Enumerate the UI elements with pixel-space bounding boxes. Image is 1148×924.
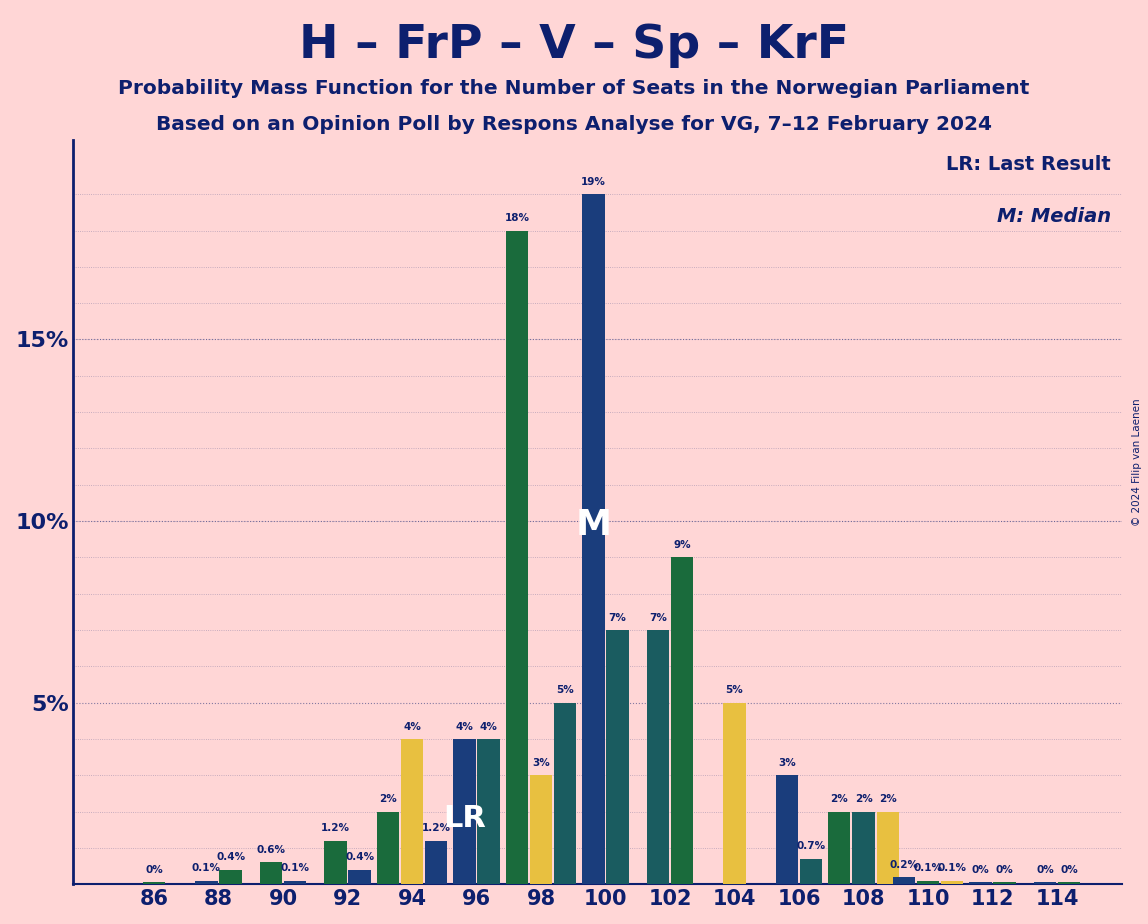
Bar [969, 882, 992, 884]
Bar [670, 557, 693, 884]
Text: 1.2%: 1.2% [421, 823, 451, 833]
Text: 2%: 2% [854, 795, 872, 804]
Text: 0.6%: 0.6% [256, 845, 286, 855]
Bar [505, 230, 528, 884]
Bar [1034, 882, 1056, 884]
Bar [800, 858, 822, 884]
Bar [776, 775, 798, 884]
Text: Probability Mass Function for the Number of Seats in the Norwegian Parliament: Probability Mass Function for the Number… [118, 79, 1030, 98]
Bar [723, 702, 746, 884]
Text: 18%: 18% [504, 213, 529, 224]
Text: LR: LR [443, 804, 486, 833]
Text: 4%: 4% [403, 722, 421, 732]
Text: LR: Last Result: LR: Last Result [946, 154, 1111, 174]
Text: © 2024 Filip van Laenen: © 2024 Filip van Laenen [1132, 398, 1142, 526]
Bar [219, 869, 242, 884]
Bar [941, 881, 963, 884]
Text: 0.2%: 0.2% [890, 859, 918, 869]
Text: 0%: 0% [1035, 865, 1054, 875]
Text: 1.2%: 1.2% [321, 823, 350, 833]
Text: 2%: 2% [879, 795, 897, 804]
Bar [530, 775, 552, 884]
Text: 9%: 9% [673, 540, 691, 550]
Text: 0%: 0% [145, 865, 163, 875]
Text: 0.1%: 0.1% [280, 863, 310, 873]
Text: 0%: 0% [971, 865, 990, 875]
Bar [646, 630, 669, 884]
Bar [453, 739, 475, 884]
Bar [259, 862, 282, 884]
Bar [554, 702, 576, 884]
Text: 0.4%: 0.4% [216, 852, 246, 862]
Text: 7%: 7% [649, 613, 667, 623]
Bar [582, 194, 605, 884]
Bar [284, 881, 307, 884]
Text: Based on an Opinion Poll by Respons Analyse for VG, 7–12 February 2024: Based on an Opinion Poll by Respons Anal… [156, 116, 992, 135]
Bar [917, 881, 939, 884]
Bar [852, 811, 875, 884]
Text: 0.1%: 0.1% [938, 863, 967, 873]
Text: 3%: 3% [778, 758, 796, 768]
Bar [606, 630, 629, 884]
Bar [877, 811, 899, 884]
Text: 2%: 2% [379, 795, 397, 804]
Bar [195, 881, 217, 884]
Bar [401, 739, 424, 884]
Text: 0.4%: 0.4% [346, 852, 374, 862]
Bar [828, 811, 851, 884]
Text: M: M [575, 508, 612, 542]
Bar [425, 841, 448, 884]
Bar [893, 877, 915, 884]
Bar [324, 841, 347, 884]
Text: 0.7%: 0.7% [797, 842, 825, 851]
Bar [993, 882, 1016, 884]
Text: M: Median: M: Median [996, 207, 1111, 225]
Bar [1058, 882, 1080, 884]
Text: 4%: 4% [480, 722, 497, 732]
Text: 0%: 0% [995, 865, 1014, 875]
Bar [349, 869, 371, 884]
Bar [377, 811, 400, 884]
Text: 0.1%: 0.1% [914, 863, 943, 873]
Text: 0%: 0% [1061, 865, 1078, 875]
Text: 19%: 19% [581, 176, 606, 187]
Text: 3%: 3% [533, 758, 550, 768]
Text: 5%: 5% [557, 686, 574, 696]
Bar [478, 739, 499, 884]
Text: 4%: 4% [456, 722, 473, 732]
Text: 0.1%: 0.1% [192, 863, 220, 873]
Text: 7%: 7% [608, 613, 627, 623]
Text: H – FrP – V – Sp – KrF: H – FrP – V – Sp – KrF [298, 23, 850, 68]
Text: 2%: 2% [830, 795, 848, 804]
Text: 5%: 5% [726, 686, 744, 696]
Bar [142, 882, 165, 884]
